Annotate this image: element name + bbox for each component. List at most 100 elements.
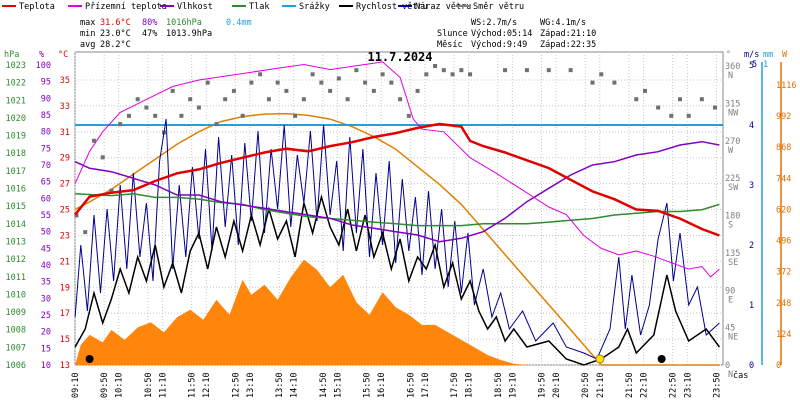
wind-dir-point	[258, 72, 263, 77]
wind-dir-point	[188, 97, 193, 102]
ms-tick: 5	[749, 61, 754, 71]
wind-dir-point	[328, 88, 333, 93]
hpa-tick: 1015	[6, 202, 26, 212]
time-tick: 22:50	[669, 372, 679, 398]
legend-label: Tlak	[249, 2, 269, 12]
w-tick: 0	[776, 361, 781, 371]
wind-dir-point	[293, 113, 298, 118]
stat-max-temp: 31.6°C	[100, 18, 131, 28]
pct-tick: 60	[41, 194, 51, 204]
hpa-unit: hPa	[4, 50, 19, 60]
w-tick: 868	[776, 143, 791, 153]
w-tick: 496	[776, 237, 791, 247]
time-tick: 10:50	[144, 372, 154, 398]
wind-dir-point	[249, 80, 254, 85]
solar-measured-area	[75, 259, 720, 365]
stat-moonset: Západ:22:35	[540, 40, 596, 50]
hpa-tick: 1009	[6, 308, 26, 318]
dir-tick-label: N	[728, 71, 733, 81]
wind-dir-point	[371, 88, 376, 93]
stat-sun-label: Slunce	[437, 29, 468, 39]
dir-tick-deg: 45	[725, 324, 735, 334]
temp-tick: 13	[60, 361, 70, 371]
temperature-line	[74, 122, 720, 237]
wind-dir-point	[424, 72, 429, 77]
wind-dir-point	[643, 88, 648, 93]
time-tick: 14:10	[290, 372, 300, 398]
hpa-tick: 1023	[6, 61, 26, 71]
pct-tick: 40	[41, 261, 51, 271]
hpa-tick: 1007	[6, 343, 26, 353]
moon-marker	[85, 355, 94, 363]
pct-tick: 85	[41, 111, 51, 121]
wind-dir-point	[686, 113, 691, 118]
wind-speed-line	[74, 194, 721, 366]
stat-max-hum: 80%	[142, 18, 157, 28]
pct-tick: 90	[41, 94, 51, 104]
ms-tick: 0	[749, 361, 754, 371]
legend-label: Přízemní teplota	[85, 2, 167, 12]
sunset-marker	[595, 354, 605, 364]
mm-unit: mm	[763, 50, 773, 60]
wind-dir-point	[223, 97, 228, 102]
hpa-tick: 1013	[6, 237, 26, 247]
wind-dir-point	[634, 97, 639, 102]
wind-dir-point	[546, 68, 551, 73]
wind-dir-point	[118, 122, 123, 127]
stat-rain-total: 0.4mm	[226, 18, 252, 28]
wind-dir-point	[398, 97, 403, 102]
hpa-tick: 1017	[6, 167, 26, 177]
temp-unit: °C	[58, 50, 68, 60]
w-tick: 372	[776, 268, 791, 278]
time-tick: 19:10	[508, 372, 518, 398]
stat-sunset: Západ:21:10	[540, 29, 596, 39]
axes: 1315171921232527293133351015202530354045…	[6, 61, 797, 398]
stats-block: max 31.6°C 80% 1016hPa 0.4mm min 23.0°C …	[80, 18, 596, 50]
hpa-tick: 1010	[6, 290, 26, 300]
wind-dir-point	[179, 113, 184, 118]
wind-dir-point	[275, 80, 280, 85]
pct-tick: 15	[41, 344, 51, 354]
dir-tick-deg: 135	[725, 249, 740, 259]
legend-label: Srážky	[299, 2, 330, 12]
dir-tick-label: NW	[728, 108, 739, 118]
wind-dir-point	[612, 80, 617, 85]
wind-dir-point	[656, 105, 661, 110]
hpa-tick: 1012	[6, 255, 26, 265]
temp-tick: 29	[60, 154, 70, 164]
time-tick: 11:50	[188, 372, 198, 398]
dir-tick-label: W	[728, 146, 734, 156]
wind-dir-point	[433, 64, 438, 68]
pct-tick: 95	[41, 78, 51, 88]
time-tick: 13:10	[246, 372, 256, 398]
wind-dir-point	[345, 97, 350, 102]
wind-dir-point	[240, 113, 245, 118]
hpa-tick: 1014	[6, 220, 26, 230]
pct-tick: 45	[41, 244, 51, 254]
pct-tick: 65	[41, 178, 51, 188]
temp-tick: 27	[60, 180, 70, 190]
dir-unit: °	[726, 50, 731, 60]
stat-max-press: 1016hPa	[166, 18, 202, 28]
wind-dir-point	[109, 188, 114, 193]
wind-dir-point	[468, 72, 473, 77]
time-tick: 16:10	[377, 372, 387, 398]
x-axis-label: čas	[733, 370, 748, 381]
wind-dir-point	[450, 72, 455, 77]
ms-tick: 2	[749, 241, 754, 251]
dir-tick-deg: 360	[725, 62, 740, 72]
hpa-tick: 1011	[6, 273, 26, 283]
ground-temp-line	[74, 61, 720, 278]
time-tick: 17:50	[450, 372, 460, 398]
time-tick: 23:50	[712, 372, 722, 398]
time-tick: 21:10	[596, 372, 606, 398]
time-tick: 09:50	[100, 372, 110, 398]
dir-tick-deg: 315	[725, 99, 740, 109]
time-tick: 13:50	[275, 372, 285, 398]
dir-tick-deg: 270	[725, 137, 740, 147]
pct-tick: 30	[41, 294, 51, 304]
wind-dir-point	[699, 97, 704, 102]
wind-dir-point	[301, 97, 306, 102]
time-tick: 17:10	[421, 372, 431, 398]
hpa-tick: 1022	[6, 79, 26, 89]
